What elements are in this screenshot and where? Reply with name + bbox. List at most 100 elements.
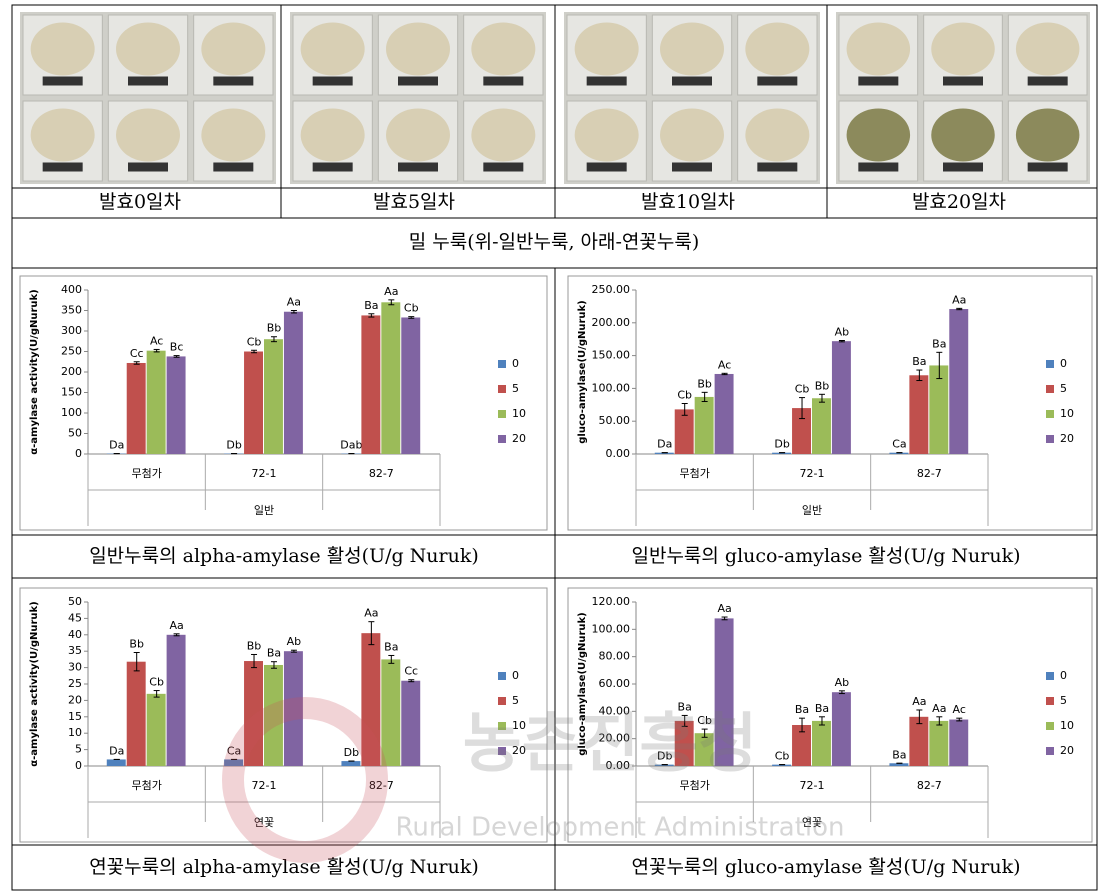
legend-label: 10 [512,407,526,420]
chart-caption: 일반누룩의 alpha-amylase 활성(U/g Nuruk) [89,545,479,567]
photo-tag [483,162,524,172]
y-tick-label: 200.00 [592,316,631,329]
bar [361,633,381,766]
y-tick-label: 40.00 [599,704,631,717]
photo-nuruk [300,108,365,162]
y-tick-label: 200 [61,365,82,378]
photo-nuruk [745,22,810,76]
significance-letter: Dab [340,439,362,452]
significance-letter: Ba [795,703,809,716]
photo-tag [586,162,627,172]
y-tick-label: 0 [75,759,82,772]
chart-frame [567,587,1093,843]
error-bar [681,402,688,416]
photo-tag [943,162,983,172]
x-tick-label: 무첨가 [131,467,161,480]
photo-label: 발효10일차 [641,191,735,213]
table-grid [11,4,1098,891]
error-bar [701,728,708,738]
error-bar [270,336,277,343]
photo-tag [672,76,712,86]
y-tick-label: 350 [61,304,82,317]
error-bar [818,716,825,726]
error-bar [721,372,728,376]
error-bar [956,717,963,722]
y-tick-label: 400 [61,283,82,296]
bar [949,719,969,766]
photo-nuruk [116,22,180,76]
photo-label: 발효0일차 [99,191,181,213]
error-bar [388,654,395,664]
significance-letter: Da [657,438,672,451]
significance-letter: Ba [384,640,398,653]
error-bar [290,649,297,653]
significance-letter: Aa [952,293,966,306]
legend-label: 0 [1060,669,1067,682]
photo-tag [42,162,83,172]
significance-letter: Ac [150,334,163,347]
error-bar [173,355,180,358]
photo-nuruk [30,108,95,162]
bar [694,733,714,766]
significance-letter: Ac [718,358,731,371]
significance-letter: Cb [247,335,262,348]
x-group-label: 일반 [254,503,274,517]
legend-label: 5 [1060,382,1067,395]
legend-label: 20 [1060,744,1074,757]
error-bar [838,690,845,695]
significance-letter: Aa [364,607,378,620]
y-tick-label: 50 [68,427,82,440]
bar [654,764,674,766]
x-group-label: 연꽃 [802,816,822,829]
bar [264,339,283,454]
bar [244,661,263,766]
legend-label: 10 [1060,719,1074,732]
error-bar [251,653,258,669]
bar [401,317,421,454]
bar [166,634,186,766]
legend-swatch [498,747,506,755]
legend-swatch [1046,722,1054,730]
photo-label: 발효20일차 [912,191,1006,213]
significance-letter: Ab [287,635,302,648]
error-bar [936,716,943,726]
y-tick-label: 30 [68,661,82,674]
significance-letter: Cb [404,302,419,315]
photo-nuruk [116,108,180,162]
x-tick-label: 무첨가 [679,779,709,792]
legend-swatch [1046,435,1054,443]
photo-nuruk [386,22,450,76]
legend-swatch [498,435,506,443]
y-tick-label: 50 [68,595,82,608]
significance-letter: Da [109,744,124,757]
bar [146,693,166,766]
photo-nuruk [1015,108,1080,162]
y-tick-label: 80.00 [599,650,631,663]
y-tick-label: 150 [61,386,82,399]
photo-nuruk [471,108,536,162]
error-bar [936,351,943,380]
y-tick-label: 5 [75,743,82,756]
photo-nuruk [471,22,536,76]
bar [283,651,303,766]
y-tick-label: 20.00 [599,732,631,745]
legend-swatch [1046,697,1054,705]
significance-letter: Ca [227,744,241,757]
y-tick-label: 100.00 [592,622,631,635]
y-tick-label: 100.00 [592,381,631,394]
legend-label: 0 [512,669,519,682]
significance-letter: Bb [129,638,144,651]
error-bar [916,709,923,725]
significance-letter: Ca [892,438,906,451]
significance-letter: Ba [892,748,906,761]
error-bar [133,361,140,365]
significance-letter: Aa [169,619,183,632]
watermark-english: Rural Development Administration [395,813,844,843]
error-bar [133,652,140,672]
y-tick-label: 250.00 [592,283,631,296]
bar [889,452,909,454]
bar [831,692,851,766]
error-bar [799,397,806,420]
chart-frame [19,275,548,531]
x-tick-label: 82-7 [917,779,942,792]
